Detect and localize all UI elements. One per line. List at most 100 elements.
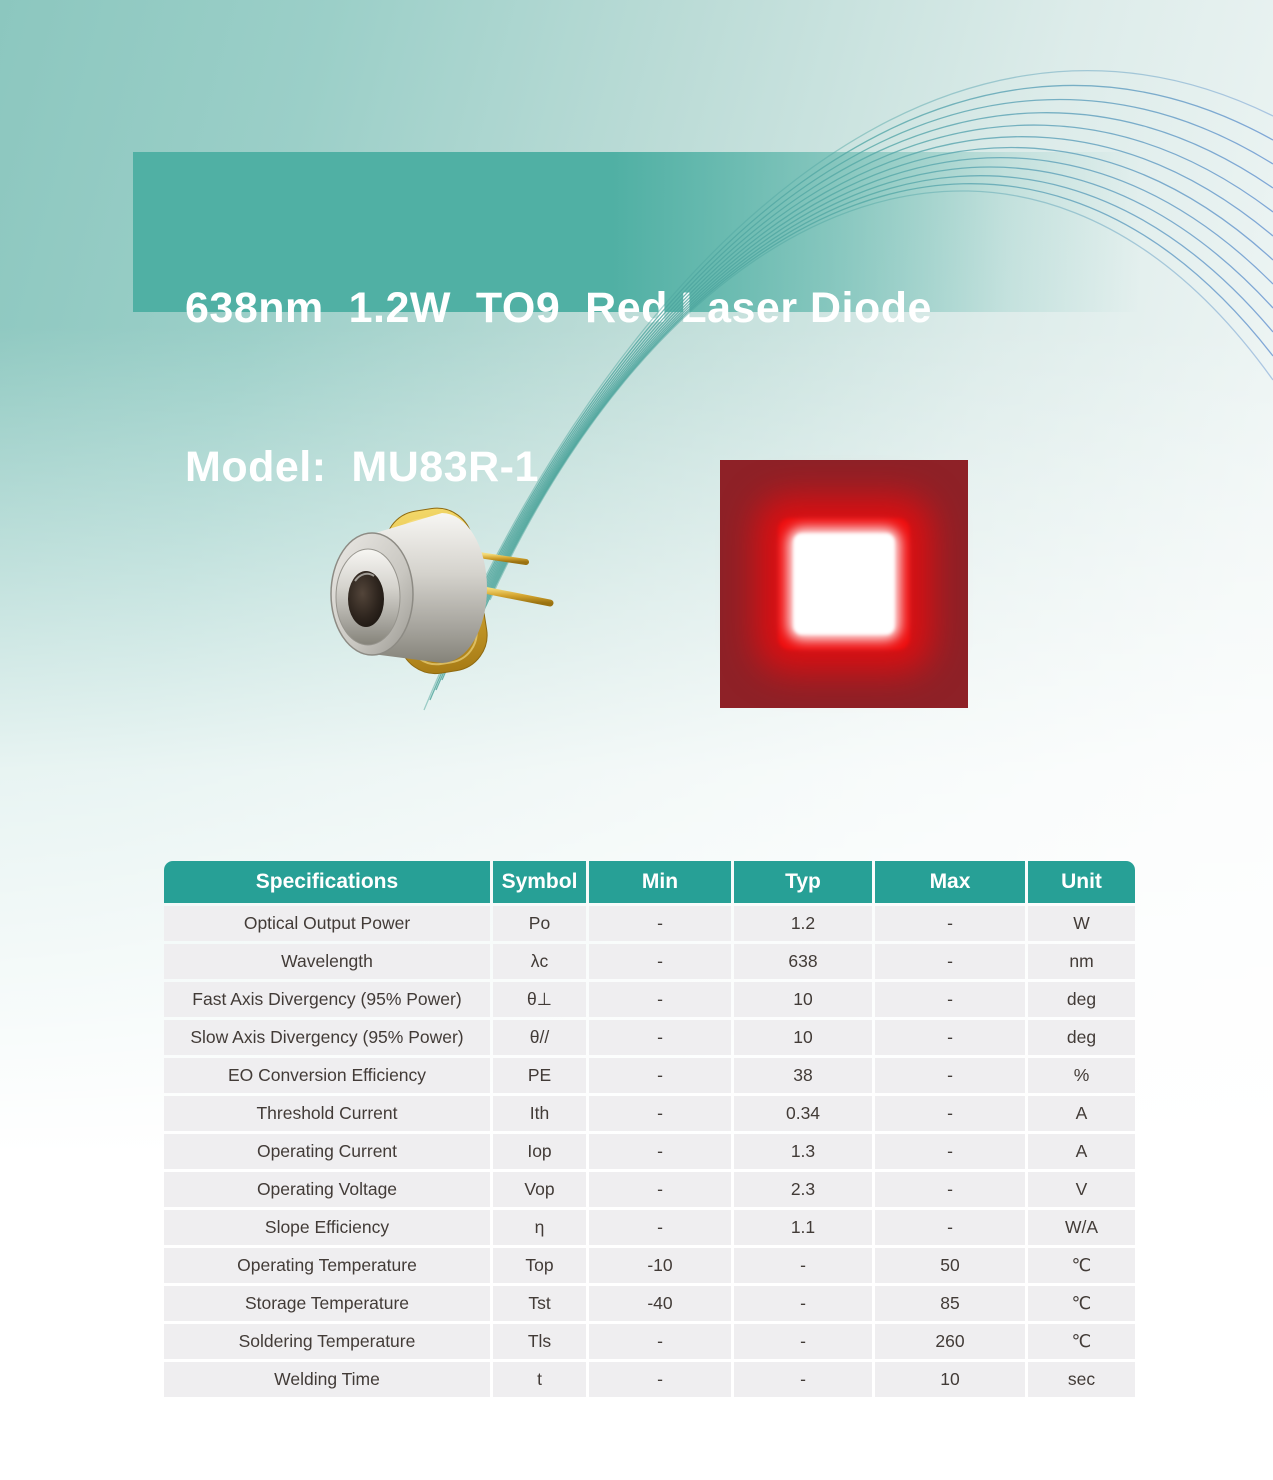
spec-value-cell: - [734, 1324, 872, 1359]
spec-value-cell: λc [493, 944, 586, 979]
spec-value-cell: 1.1 [734, 1210, 872, 1245]
table-row: Fast Axis Divergency (95% Power) θ⊥ -10- de… [164, 982, 1135, 1017]
spec-value-cell: Ith [493, 1096, 586, 1131]
beam-white-center [793, 533, 895, 635]
spec-name-cell: Welding Time [164, 1362, 490, 1397]
spec-value-cell: - [875, 1096, 1025, 1131]
spec-value-cell: 638 [734, 944, 872, 979]
spec-value-cell: 10 [734, 982, 872, 1017]
spec-value-cell: - [589, 1134, 731, 1169]
spec-name-cell: Operating Temperature [164, 1248, 490, 1283]
column-header-symbol: Symbol [493, 861, 586, 903]
spec-value-cell: - [875, 1210, 1025, 1245]
spec-name-cell: Storage Temperature [164, 1286, 490, 1321]
spec-name-cell: Fast Axis Divergency (95% Power) [164, 982, 490, 1017]
spec-value-cell: 10 [875, 1362, 1025, 1397]
spec-table-header: Specifications Symbol Min Typ Max Unit [164, 861, 1135, 903]
spec-value-cell: deg [1028, 1020, 1135, 1055]
table-row: Soldering Temperature Tls - -260 ℃ [164, 1324, 1135, 1359]
spec-name-cell: Slow Axis Divergency (95% Power) [164, 1020, 490, 1055]
table-row: Storage Temperature Tst -40-85 ℃ [164, 1286, 1135, 1321]
column-header-typ: Typ [734, 861, 872, 903]
spec-name-cell: EO Conversion Efficiency [164, 1058, 490, 1093]
table-row: Optical Output Power Po -1.2- W [164, 906, 1135, 941]
spec-value-cell: sec [1028, 1362, 1135, 1397]
spec-value-cell: 260 [875, 1324, 1025, 1359]
spec-value-cell: 10 [734, 1020, 872, 1055]
spec-value-cell: ℃ [1028, 1286, 1135, 1321]
spec-value-cell: - [875, 1134, 1025, 1169]
table-row: Welding Time t - -10 sec [164, 1362, 1135, 1397]
spec-value-cell: Tst [493, 1286, 586, 1321]
spec-value-cell: η [493, 1210, 586, 1245]
spec-value-cell: 50 [875, 1248, 1025, 1283]
spec-value-cell: -40 [589, 1286, 731, 1321]
table-row: Operating Voltage Vop -2.3- V [164, 1172, 1135, 1207]
spec-value-cell: Tls [493, 1324, 586, 1359]
spec-value-cell: Iop [493, 1134, 586, 1169]
spec-table: Specifications Symbol Min Typ Max Unit O… [164, 861, 1135, 1397]
spec-value-cell: t [493, 1362, 586, 1397]
spec-value-cell: - [734, 1362, 872, 1397]
spec-value-cell: ℃ [1028, 1248, 1135, 1283]
table-row: Operating Current Iop -1.3- A [164, 1134, 1135, 1169]
spec-name-cell: Operating Voltage [164, 1172, 490, 1207]
spec-value-cell: W/A [1028, 1210, 1135, 1245]
spec-value-cell: θ⊥ [493, 982, 586, 1017]
spec-name-cell: Operating Current [164, 1134, 490, 1169]
column-header-specifications: Specifications [164, 861, 490, 903]
spec-value-cell: - [875, 906, 1025, 941]
beam-profile-image [720, 460, 968, 708]
title-banner: 638nm 1.2W TO9 Red Laser Diode Model: MU… [133, 152, 1173, 491]
spec-value-cell: - [589, 1058, 731, 1093]
table-row: Slope Efficiency η -1.1- W/A [164, 1210, 1135, 1245]
spec-value-cell: 1.3 [734, 1134, 872, 1169]
spec-value-cell: 2.3 [734, 1172, 872, 1207]
table-row: EO Conversion Efficiency PE -38-% [164, 1058, 1135, 1093]
spec-value-cell: Po [493, 906, 586, 941]
spec-value-cell: - [589, 1324, 731, 1359]
spec-value-cell: Top [493, 1248, 586, 1283]
spec-value-cell: - [875, 1020, 1025, 1055]
spec-value-cell: - [734, 1248, 872, 1283]
spec-value-cell: - [589, 1172, 731, 1207]
spec-value-cell: 1.2 [734, 906, 872, 941]
spec-value-cell: % [1028, 1058, 1135, 1093]
spec-value-cell: - [875, 1058, 1025, 1093]
spec-name-cell: Threshold Current [164, 1096, 490, 1131]
spec-name-cell: Optical Output Power [164, 906, 490, 941]
spec-value-cell: W [1028, 906, 1135, 941]
spec-value-cell: Vop [493, 1172, 586, 1207]
column-header-max: Max [875, 861, 1025, 903]
spec-value-cell: - [875, 1172, 1025, 1207]
spec-value-cell: - [589, 1210, 731, 1245]
laser-diode-photo [330, 507, 554, 675]
spec-value-cell: A [1028, 1096, 1135, 1131]
spec-value-cell: A [1028, 1134, 1135, 1169]
spec-value-cell: - [589, 1362, 731, 1397]
spec-value-cell: deg [1028, 982, 1135, 1017]
spec-name-cell: Soldering Temperature [164, 1324, 490, 1359]
column-header-unit: Unit [1028, 861, 1135, 903]
spec-value-cell: -10 [589, 1248, 731, 1283]
table-row: Operating Temperature Top -10-50 ℃ [164, 1248, 1135, 1283]
table-row: Wavelength λc -638- nm [164, 944, 1135, 979]
beam-red-glow [778, 518, 910, 650]
column-header-min: Min [589, 861, 731, 903]
spec-value-cell: - [875, 944, 1025, 979]
spec-value-cell: - [734, 1286, 872, 1321]
spec-value-cell: - [589, 1020, 731, 1055]
spec-value-cell: 85 [875, 1286, 1025, 1321]
spec-name-cell: Slope Efficiency [164, 1210, 490, 1245]
table-row: Threshold Current Ith -0.34- A [164, 1096, 1135, 1131]
spec-value-cell: PE [493, 1058, 586, 1093]
spec-value-cell: V [1028, 1172, 1135, 1207]
spec-value-cell: - [589, 944, 731, 979]
spec-value-cell: - [589, 1096, 731, 1131]
spec-value-cell: 0.34 [734, 1096, 872, 1131]
spec-name-cell: Wavelength [164, 944, 490, 979]
product-title-line: 638nm 1.2W TO9 Red Laser Diode [185, 284, 932, 332]
spec-value-cell: - [589, 906, 731, 941]
spec-value-cell: 38 [734, 1058, 872, 1093]
